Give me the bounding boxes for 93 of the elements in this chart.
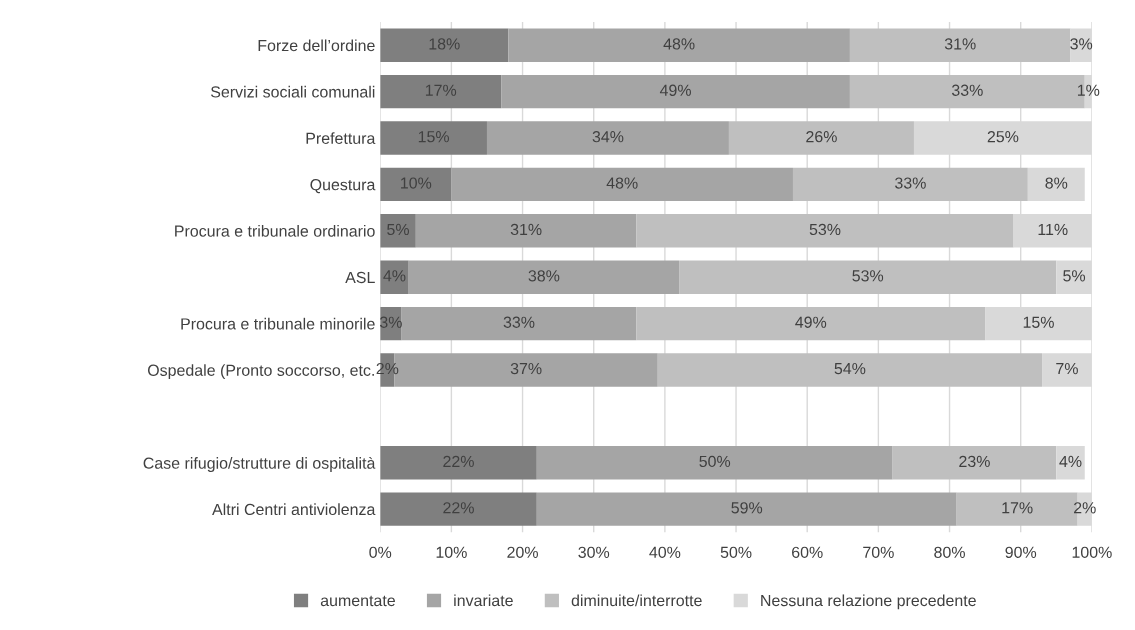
- x-tick-label: 20%: [507, 546, 538, 558]
- data-label: 33%: [951, 84, 983, 96]
- bar: [380, 446, 537, 480]
- x-tick-label: 100%: [1072, 546, 1112, 558]
- data-label: 33%: [503, 316, 535, 328]
- legend-label: aumentate: [320, 595, 395, 607]
- data-label: 4%: [383, 270, 406, 282]
- bar: [380, 74, 502, 109]
- x-tick-label: 80%: [934, 546, 965, 558]
- bar: [380, 492, 537, 526]
- bar: [1027, 167, 1085, 202]
- data-label: 7%: [1056, 363, 1078, 375]
- x-tick-label: 0%: [369, 546, 392, 558]
- legend-label: Nessuna relazione precedente: [761, 594, 976, 610]
- data-label: 33%: [895, 177, 926, 189]
- data-label: 22%: [443, 502, 474, 514]
- y-tick-label: Servizi sociali comunali: [210, 85, 375, 98]
- bar: [380, 167, 452, 202]
- bar: [380, 214, 416, 248]
- data-label: 15%: [418, 131, 450, 143]
- data-label: 15%: [1023, 316, 1054, 328]
- bar: [1042, 353, 1092, 387]
- data-label: 31%: [944, 38, 976, 50]
- data-label: 1%: [1077, 84, 1100, 96]
- x-tick-label: 10%: [436, 546, 467, 558]
- bar: [501, 74, 850, 109]
- y-tick-label: ASL: [345, 271, 375, 284]
- legend-label: invariate: [454, 594, 513, 607]
- bar: [679, 260, 1057, 294]
- data-label: 8%: [1045, 177, 1068, 189]
- y-tick-label: Case rifugio/strutture di ospitalità: [143, 456, 376, 472]
- bar: [849, 28, 1071, 62]
- bar: [657, 353, 1043, 387]
- x-tick-label: 50%: [720, 546, 752, 558]
- y-tick-label: Procura e tribunale ordinario: [175, 225, 375, 237]
- x-tick-label: 70%: [863, 546, 894, 558]
- data-label: 17%: [425, 84, 457, 96]
- bar: [536, 446, 893, 480]
- y-tick-label: Prefettura: [306, 132, 376, 144]
- bar: [636, 214, 1014, 248]
- y-tick-label: Procura e tribunale minorile: [181, 317, 375, 330]
- x-tick-label: 60%: [792, 546, 823, 558]
- bar: [380, 260, 409, 294]
- data-label: 5%: [387, 223, 409, 236]
- x-tick-label: 30%: [578, 546, 610, 558]
- data-label: 53%: [809, 223, 841, 236]
- bar: [636, 306, 986, 341]
- bar: [415, 214, 637, 248]
- data-label: 48%: [606, 177, 638, 189]
- x-tick-label: 90%: [1005, 546, 1037, 558]
- data-label: 22%: [443, 455, 474, 467]
- bar: [380, 121, 487, 155]
- data-label: 3%: [1070, 38, 1093, 50]
- data-label: 50%: [699, 455, 731, 468]
- data-label: 4%: [1059, 455, 1082, 467]
- data-label: 49%: [659, 84, 691, 96]
- data-label: 48%: [663, 38, 695, 50]
- data-label: 23%: [959, 455, 990, 468]
- data-label: 18%: [429, 38, 460, 50]
- data-label: 34%: [592, 131, 624, 143]
- data-label: 3%: [379, 316, 402, 328]
- data-label: 38%: [528, 270, 560, 282]
- data-label: 11%: [1038, 223, 1068, 236]
- data-label: 17%: [1002, 502, 1033, 514]
- data-label: 2%: [1074, 502, 1096, 514]
- data-label: 5%: [1063, 270, 1086, 282]
- bar: [401, 306, 637, 341]
- data-label: 54%: [834, 363, 866, 375]
- bar: [451, 167, 793, 202]
- data-label: 53%: [852, 270, 884, 282]
- y-tick-label: Forze dell’ordine: [258, 39, 375, 52]
- bar: [408, 260, 680, 294]
- bar: [1056, 260, 1092, 294]
- bar: [892, 446, 1057, 480]
- bar: [486, 121, 729, 155]
- data-label: 25%: [987, 131, 1019, 143]
- y-tick-label: Altri Centri antiviolenza: [212, 503, 376, 516]
- bar: [508, 28, 850, 62]
- data-label: 59%: [731, 502, 763, 514]
- data-label: 37%: [510, 362, 542, 375]
- data-label: 26%: [806, 131, 837, 143]
- y-tick-label: Questura: [310, 179, 376, 194]
- x-tick-label: 40%: [649, 546, 681, 558]
- bar: [380, 28, 509, 62]
- bar: [536, 492, 957, 526]
- y-tick-label: Ospedale (Pronto soccorso, etc.: [147, 364, 374, 380]
- bar: [728, 121, 914, 155]
- data-label: 31%: [510, 223, 542, 236]
- data-label: 49%: [795, 316, 827, 328]
- legend-label: diminuite/interrotte: [571, 594, 702, 607]
- data-label: 10%: [401, 177, 432, 189]
- bar: [792, 167, 1028, 202]
- bar: [1056, 446, 1085, 480]
